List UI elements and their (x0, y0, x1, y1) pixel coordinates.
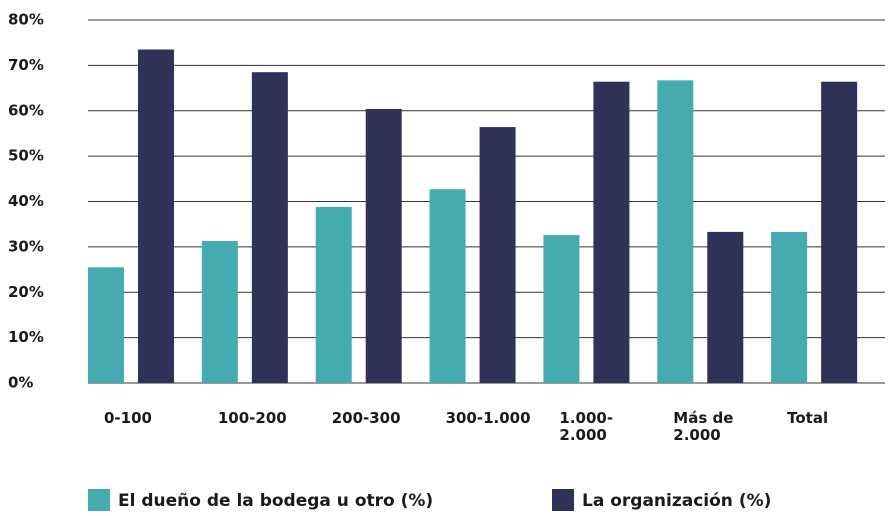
x-tick-label: Total (787, 409, 829, 427)
x-tick-label: Más de 2.000 (673, 409, 734, 444)
y-tick-label: 40% (8, 192, 44, 210)
bar (771, 231, 808, 383)
bar (657, 80, 694, 383)
legend-label: La organización (%) (582, 491, 771, 511)
bar (707, 231, 744, 383)
x-tick-label: 0-100 (104, 409, 152, 427)
legend-swatch (88, 489, 110, 511)
x-tick-label: 1.000- 2.000 (559, 409, 614, 444)
bar (251, 72, 288, 384)
bar (593, 81, 630, 384)
legend-label: El dueño de la bodega u otro (%) (118, 491, 433, 511)
legend-swatch (552, 489, 574, 511)
bar (365, 108, 402, 383)
x-tick-label: 300-1.000 (445, 409, 531, 427)
y-tick-label: 50% (8, 147, 44, 165)
bar (479, 127, 516, 384)
x-tick-label: 200-300 (331, 409, 401, 427)
y-tick-label: 70% (8, 56, 44, 74)
bar (429, 189, 466, 383)
bar (821, 81, 858, 384)
bar (315, 206, 352, 383)
y-tick-label: 30% (8, 237, 44, 255)
y-tick-label: 60% (8, 101, 44, 119)
bar (88, 267, 124, 383)
x-tick-label: 100-200 (217, 409, 287, 427)
y-tick-label: 80% (8, 11, 44, 29)
y-tick-label: 20% (8, 283, 44, 301)
bar (543, 235, 580, 383)
bar (201, 240, 238, 383)
y-tick-label: 0% (8, 374, 33, 392)
bar (138, 49, 174, 384)
y-tick-label: 10% (8, 328, 44, 346)
